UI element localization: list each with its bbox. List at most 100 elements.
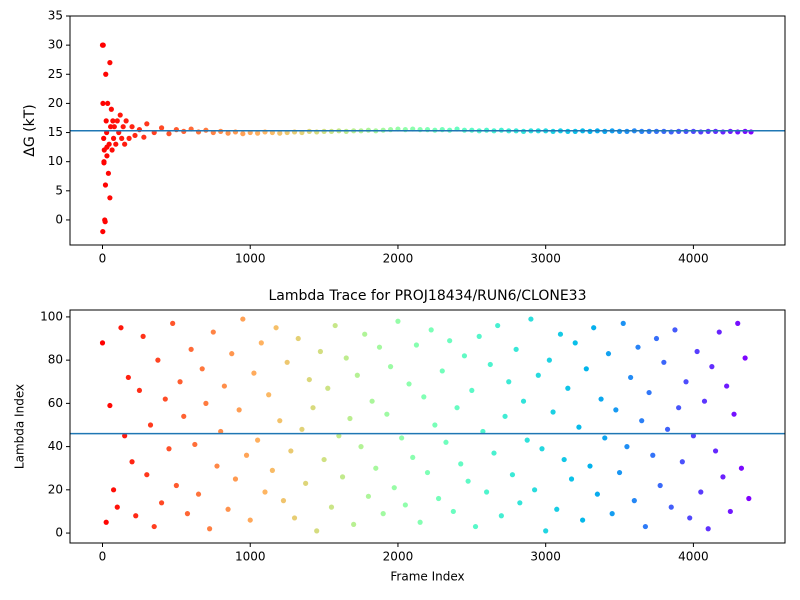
scatter-point	[735, 320, 741, 327]
x-tick-label: 0	[99, 252, 107, 266]
scatter-point	[240, 131, 246, 137]
scatter-point	[376, 344, 383, 350]
scatter-point	[225, 506, 231, 512]
scatter-point	[158, 500, 165, 506]
x-tick-label: 2000	[383, 550, 414, 564]
scatter-point	[140, 333, 146, 339]
scatter-point	[635, 344, 641, 350]
scatter-point	[513, 346, 519, 352]
scatter-point	[288, 448, 294, 454]
scatter-point	[317, 348, 323, 355]
scatter-point	[299, 426, 305, 432]
scatter-point	[277, 418, 283, 424]
scatter-point	[125, 374, 131, 381]
scatter-point	[102, 219, 108, 225]
scatter-point	[321, 456, 327, 463]
scatter-point	[170, 320, 176, 327]
scatter-point	[664, 426, 671, 432]
scatter-point	[738, 465, 745, 471]
scatter-point	[561, 456, 567, 463]
y-tick-label: 40	[48, 439, 63, 453]
scatter-point	[746, 495, 752, 502]
scatter-point	[495, 322, 501, 329]
scatter-point	[432, 422, 438, 428]
scatter-point	[104, 153, 110, 159]
scatter-point	[111, 124, 117, 130]
scatter-point	[450, 508, 456, 515]
scatter-point	[480, 428, 486, 435]
scatter-point	[591, 325, 597, 331]
scatter-point	[565, 385, 571, 391]
x-axis-label: Frame Index	[390, 570, 464, 584]
scatter-point	[672, 327, 678, 333]
scatter-point	[583, 366, 589, 372]
scatter-point	[103, 71, 109, 77]
scatter-point	[314, 528, 320, 534]
scatter-point	[328, 504, 335, 510]
scatter-point	[594, 491, 600, 497]
scatter-point	[724, 383, 730, 389]
scatter-point	[469, 387, 475, 394]
scatter-point	[657, 482, 663, 489]
scatter-point	[269, 467, 275, 473]
x-tick-label: 4000	[678, 550, 709, 564]
scatter-point	[210, 329, 216, 335]
scatter-point	[255, 437, 261, 443]
scatter-point	[114, 118, 120, 124]
scatter-point	[133, 513, 139, 519]
scatter-point	[347, 415, 353, 422]
scatter-point	[251, 370, 257, 376]
scatter-point	[439, 368, 445, 374]
scatter-point	[676, 405, 682, 411]
scatter-point	[144, 472, 150, 478]
scatter-point	[587, 463, 593, 469]
scatter-point	[539, 446, 545, 452]
x-tick-label: 2000	[383, 252, 414, 266]
scatter-point	[509, 472, 516, 478]
scatter-point	[413, 342, 420, 348]
scatter-point	[543, 528, 549, 534]
scatter-point	[122, 433, 128, 439]
scatter-point	[123, 118, 129, 124]
axes-frame	[69, 309, 786, 544]
scatter-point	[624, 444, 630, 450]
x-tick-label: 1000	[235, 550, 266, 564]
x-tick-label: 3000	[530, 252, 561, 266]
scatter-point	[110, 487, 117, 493]
y-tick-label: 5	[55, 183, 63, 197]
x-tick-label: 4000	[678, 252, 709, 266]
scatter-point	[399, 435, 405, 441]
scatter-point	[628, 374, 634, 381]
scatter-point	[147, 422, 154, 428]
scatter-point	[395, 318, 401, 324]
scatter-point	[550, 409, 556, 415]
scatter-point	[609, 511, 615, 517]
scatter-point	[620, 320, 626, 327]
y-tick-label: 0	[55, 526, 63, 540]
scatter-point	[100, 228, 106, 235]
scatter-point	[424, 469, 431, 476]
axes-frame	[69, 15, 786, 246]
scatter-point	[151, 523, 157, 530]
scatter-point	[120, 124, 126, 130]
scatter-point	[502, 413, 508, 419]
scatter-point	[199, 366, 205, 372]
scatter-point	[572, 340, 578, 346]
scatter-point	[136, 387, 143, 394]
scatter-point	[362, 331, 368, 337]
scatter-point	[605, 351, 612, 357]
scatter-point	[698, 489, 704, 495]
scatter-point	[129, 124, 135, 130]
scatter-point	[273, 325, 279, 331]
y-tick-label: 100	[40, 309, 63, 323]
scatter-point	[100, 100, 106, 107]
scatter-point	[291, 515, 298, 521]
scatter-point	[343, 355, 349, 361]
scatter-point	[528, 316, 534, 322]
scatter-point	[690, 433, 697, 439]
scatter-point	[108, 106, 114, 112]
scatter-point	[247, 517, 253, 523]
scatter-point	[102, 182, 109, 188]
